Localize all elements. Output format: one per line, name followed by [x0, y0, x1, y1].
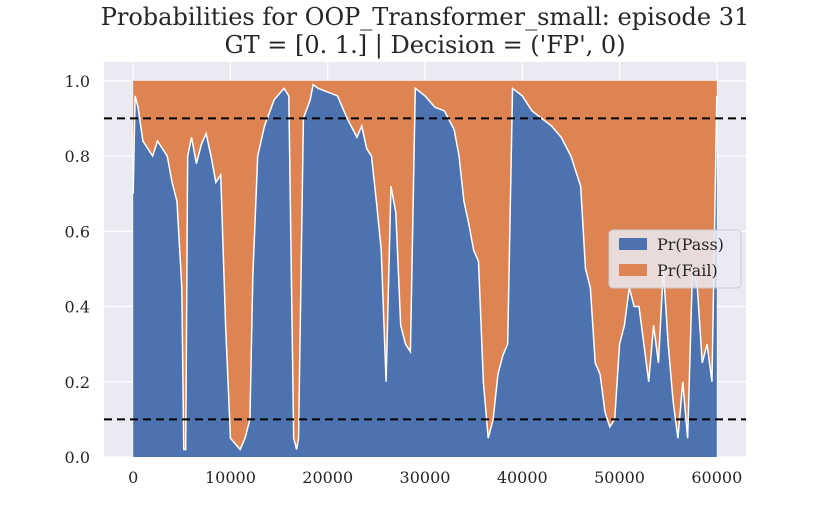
y-tick-label: 0.4	[65, 298, 90, 317]
y-axis-ticks: 0.0 0.2 0.4 0.6 0.8 1.0	[65, 72, 90, 467]
legend-swatch-fail	[619, 264, 647, 276]
series-boundary-line	[132, 83, 718, 451]
legend: Pr(Pass) Pr(Fail)	[608, 229, 742, 289]
chart-title: Probabilities for OOP_Transformer_small:…	[101, 3, 750, 31]
legend-label-pass: Pr(Pass)	[657, 235, 724, 254]
legend-swatch-pass	[619, 238, 647, 250]
y-tick-label: 1.0	[65, 72, 90, 91]
x-tick-label: 50000	[594, 468, 645, 487]
threshold-lines	[104, 117, 746, 421]
y-tick-label: 0.2	[65, 373, 90, 392]
x-tick-label: 0	[128, 468, 138, 487]
chart-subtitle: GT = [0. 1.] | Decision = ('FP', 0)	[224, 31, 625, 60]
y-tick-label: 0.0	[65, 448, 90, 467]
x-axis-ticks: 0 10000 20000 30000 40000 50000 60000	[128, 468, 742, 487]
x-tick-label: 30000	[400, 468, 451, 487]
legend-label-fail: Pr(Fail)	[657, 261, 718, 280]
x-tick-label: 10000	[205, 468, 256, 487]
x-tick-label: 60000	[691, 468, 742, 487]
y-tick-label: 0.8	[65, 147, 90, 166]
series-fail-area	[133, 80, 717, 450]
y-tick-label: 0.6	[65, 222, 90, 241]
x-tick-label: 20000	[302, 468, 353, 487]
series-pass-area	[133, 84, 717, 458]
series-layer	[132, 80, 718, 458]
x-tick-label: 40000	[497, 468, 548, 487]
